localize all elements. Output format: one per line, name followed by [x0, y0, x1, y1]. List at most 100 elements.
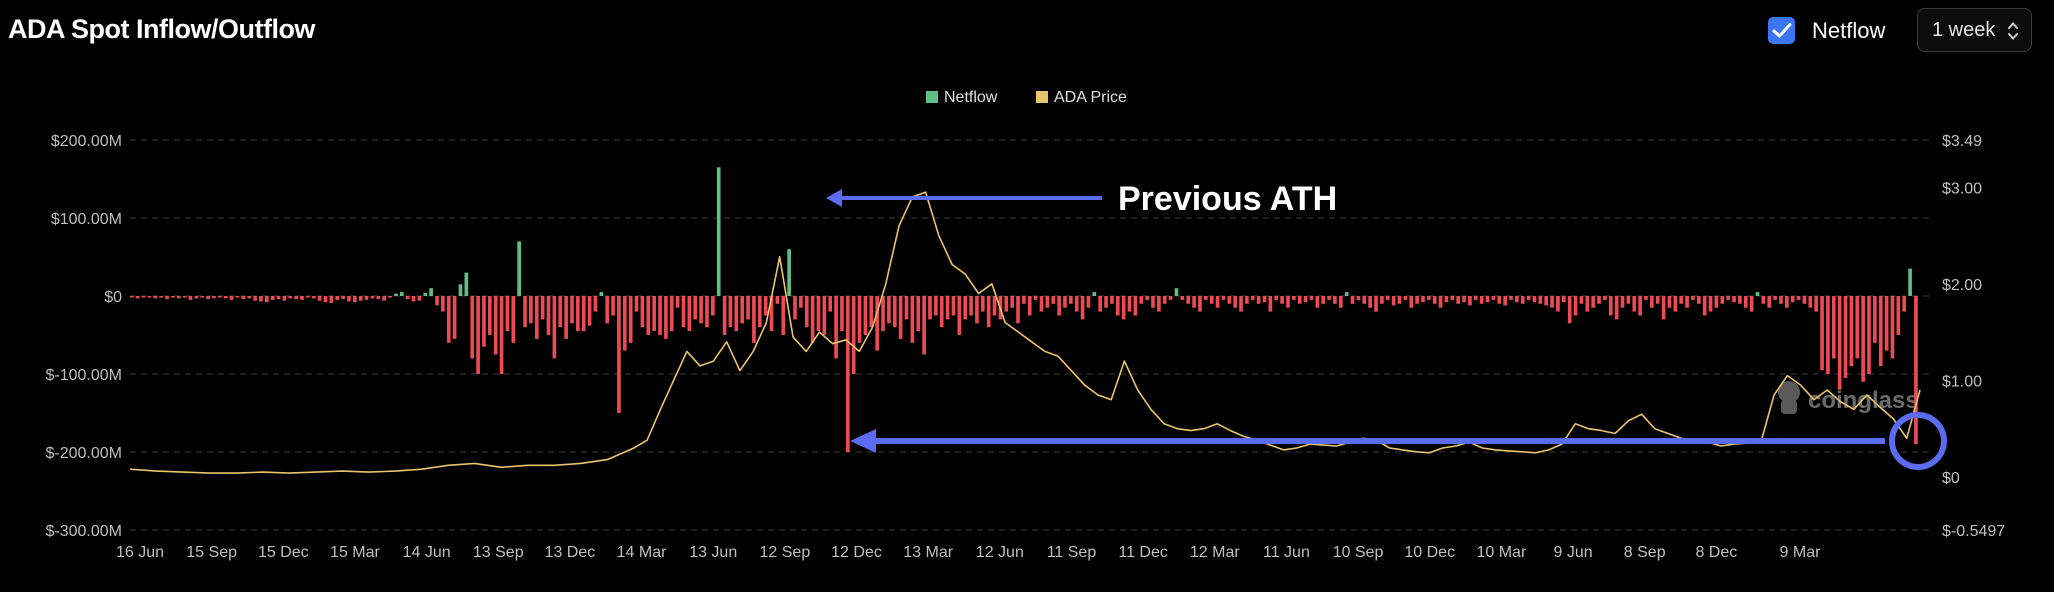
- left-tick-label: $-200.00M: [46, 445, 123, 462]
- period-select[interactable]: 1 week: [1917, 8, 2032, 52]
- netflow-bar: [1292, 296, 1296, 300]
- netflow-bar: [1239, 296, 1243, 312]
- netflow-bar: [452, 296, 457, 339]
- x-tick-label: 11 Jun: [1263, 544, 1310, 561]
- netflow-bar: [1409, 296, 1414, 308]
- netflow-bar: [1861, 296, 1865, 382]
- netflow-bar: [1761, 296, 1766, 304]
- netflow-bar: [840, 296, 844, 332]
- netflow-bar: [1509, 296, 1513, 300]
- netflow-bar: [1221, 296, 1226, 300]
- netflow-bar: [787, 249, 791, 296]
- netflow-bar: [599, 292, 604, 296]
- netflow-bar: [846, 296, 850, 452]
- netflow-bar: [1039, 296, 1044, 312]
- netflow-bar: [1673, 296, 1678, 312]
- netflow-bar: [171, 296, 175, 298]
- netflow-bar: [1867, 296, 1871, 374]
- netflow-bar: [986, 296, 991, 328]
- netflow-bar: [1632, 296, 1637, 312]
- netflow-bar: [429, 288, 433, 296]
- netflow-bar: [1550, 296, 1554, 308]
- netflow-bar: [482, 296, 486, 347]
- netflow-bar: [1069, 296, 1073, 304]
- netflow-bar: [1837, 296, 1842, 390]
- checkmark-icon: [1772, 23, 1792, 38]
- x-tick-label: 12 Sep: [760, 544, 811, 561]
- netflow-bar: [499, 296, 504, 374]
- netflow-bar: [1655, 296, 1660, 304]
- netflow-bar: [1297, 296, 1302, 304]
- netflow-bar: [1162, 296, 1167, 304]
- netflow-bar: [1749, 296, 1754, 312]
- netflow-bar: [1685, 296, 1689, 308]
- netflow-bar: [1057, 296, 1061, 316]
- netflow-bar: [511, 296, 516, 343]
- netflow-bar: [576, 296, 580, 332]
- netflow-bar: [235, 296, 240, 298]
- chart-title: ADA Spot Inflow/Outflow: [8, 14, 315, 44]
- netflow-bar: [411, 296, 416, 302]
- netflow-bars: [130, 167, 1918, 452]
- netflow-bar: [1180, 296, 1185, 300]
- netflow-bar: [394, 293, 398, 296]
- netflow-bar: [1245, 296, 1249, 304]
- netflow-bar: [892, 296, 897, 328]
- netflow-bar: [1063, 296, 1067, 308]
- netflow-bar: [1620, 296, 1625, 308]
- netflow-bar: [1820, 296, 1824, 371]
- netflow-bar: [540, 296, 545, 320]
- netflow-bar: [505, 296, 510, 332]
- netflow-bar: [1080, 296, 1085, 320]
- netflow-bar: [804, 296, 809, 328]
- netflow-bar: [1280, 296, 1284, 304]
- x-tick-label: 13 Mar: [903, 544, 953, 561]
- netflow-bar: [1826, 296, 1830, 374]
- netflow-bar: [687, 296, 692, 332]
- netflow-bar: [1004, 296, 1009, 312]
- right-tick-label: $2.00: [1942, 277, 1982, 294]
- legend-label: ADA Price: [1054, 89, 1127, 106]
- right-y-axis: $3.49 $3.00 $2.00 $1.00 $0 $-0.5497: [1942, 133, 2005, 540]
- left-tick-label: $100.00M: [51, 211, 122, 228]
- x-tick-label: 11 Sep: [1047, 544, 1097, 561]
- x-tick-label: 13 Dec: [545, 544, 596, 561]
- netflow-bar: [1473, 296, 1478, 300]
- netflow-bar: [1438, 296, 1443, 308]
- netflow-bar: [470, 296, 475, 359]
- netflow-bar: [1333, 296, 1337, 304]
- netflow-bar: [1573, 296, 1578, 316]
- netflow-bar: [552, 296, 557, 359]
- netflow-bar: [628, 296, 633, 343]
- netflow-bar: [1902, 296, 1907, 312]
- netflow-bar: [1157, 296, 1161, 312]
- left-tick-label: $0: [104, 289, 122, 306]
- netflow-bar: [869, 296, 874, 328]
- x-tick-label: 12 Mar: [1190, 544, 1240, 561]
- netflow-bar: [857, 296, 862, 343]
- netflow-bar: [1121, 296, 1126, 320]
- netflow-bar: [622, 296, 627, 351]
- netflow-bar: [1691, 296, 1695, 300]
- netflow-checkbox[interactable]: [1768, 17, 1795, 44]
- netflow-bar: [1755, 292, 1760, 296]
- netflow-bar: [1491, 296, 1496, 300]
- netflow-bar: [1597, 296, 1601, 304]
- netflow-bar: [1796, 296, 1801, 300]
- netflow-bar: [347, 296, 351, 302]
- left-y-axis: $200.00M $100.00M $0 $-100.00M $-200.00M $-30…: [46, 133, 123, 540]
- netflow-bar: [1250, 296, 1255, 300]
- netflow-bar: [1585, 296, 1590, 312]
- netflow-bar: [816, 296, 821, 332]
- netflow-bar: [1468, 296, 1472, 306]
- netflow-bar: [1644, 296, 1648, 300]
- netflow-bar: [939, 296, 944, 328]
- netflow-toggle-label[interactable]: Netflow: [1812, 18, 1886, 43]
- netflow-bar: [1368, 296, 1372, 308]
- netflow-bar: [1767, 296, 1772, 308]
- netflow-bar: [1884, 296, 1889, 351]
- netflow-bar: [1303, 296, 1308, 303]
- netflow-bar: [875, 296, 879, 351]
- legend-swatch: [926, 91, 938, 103]
